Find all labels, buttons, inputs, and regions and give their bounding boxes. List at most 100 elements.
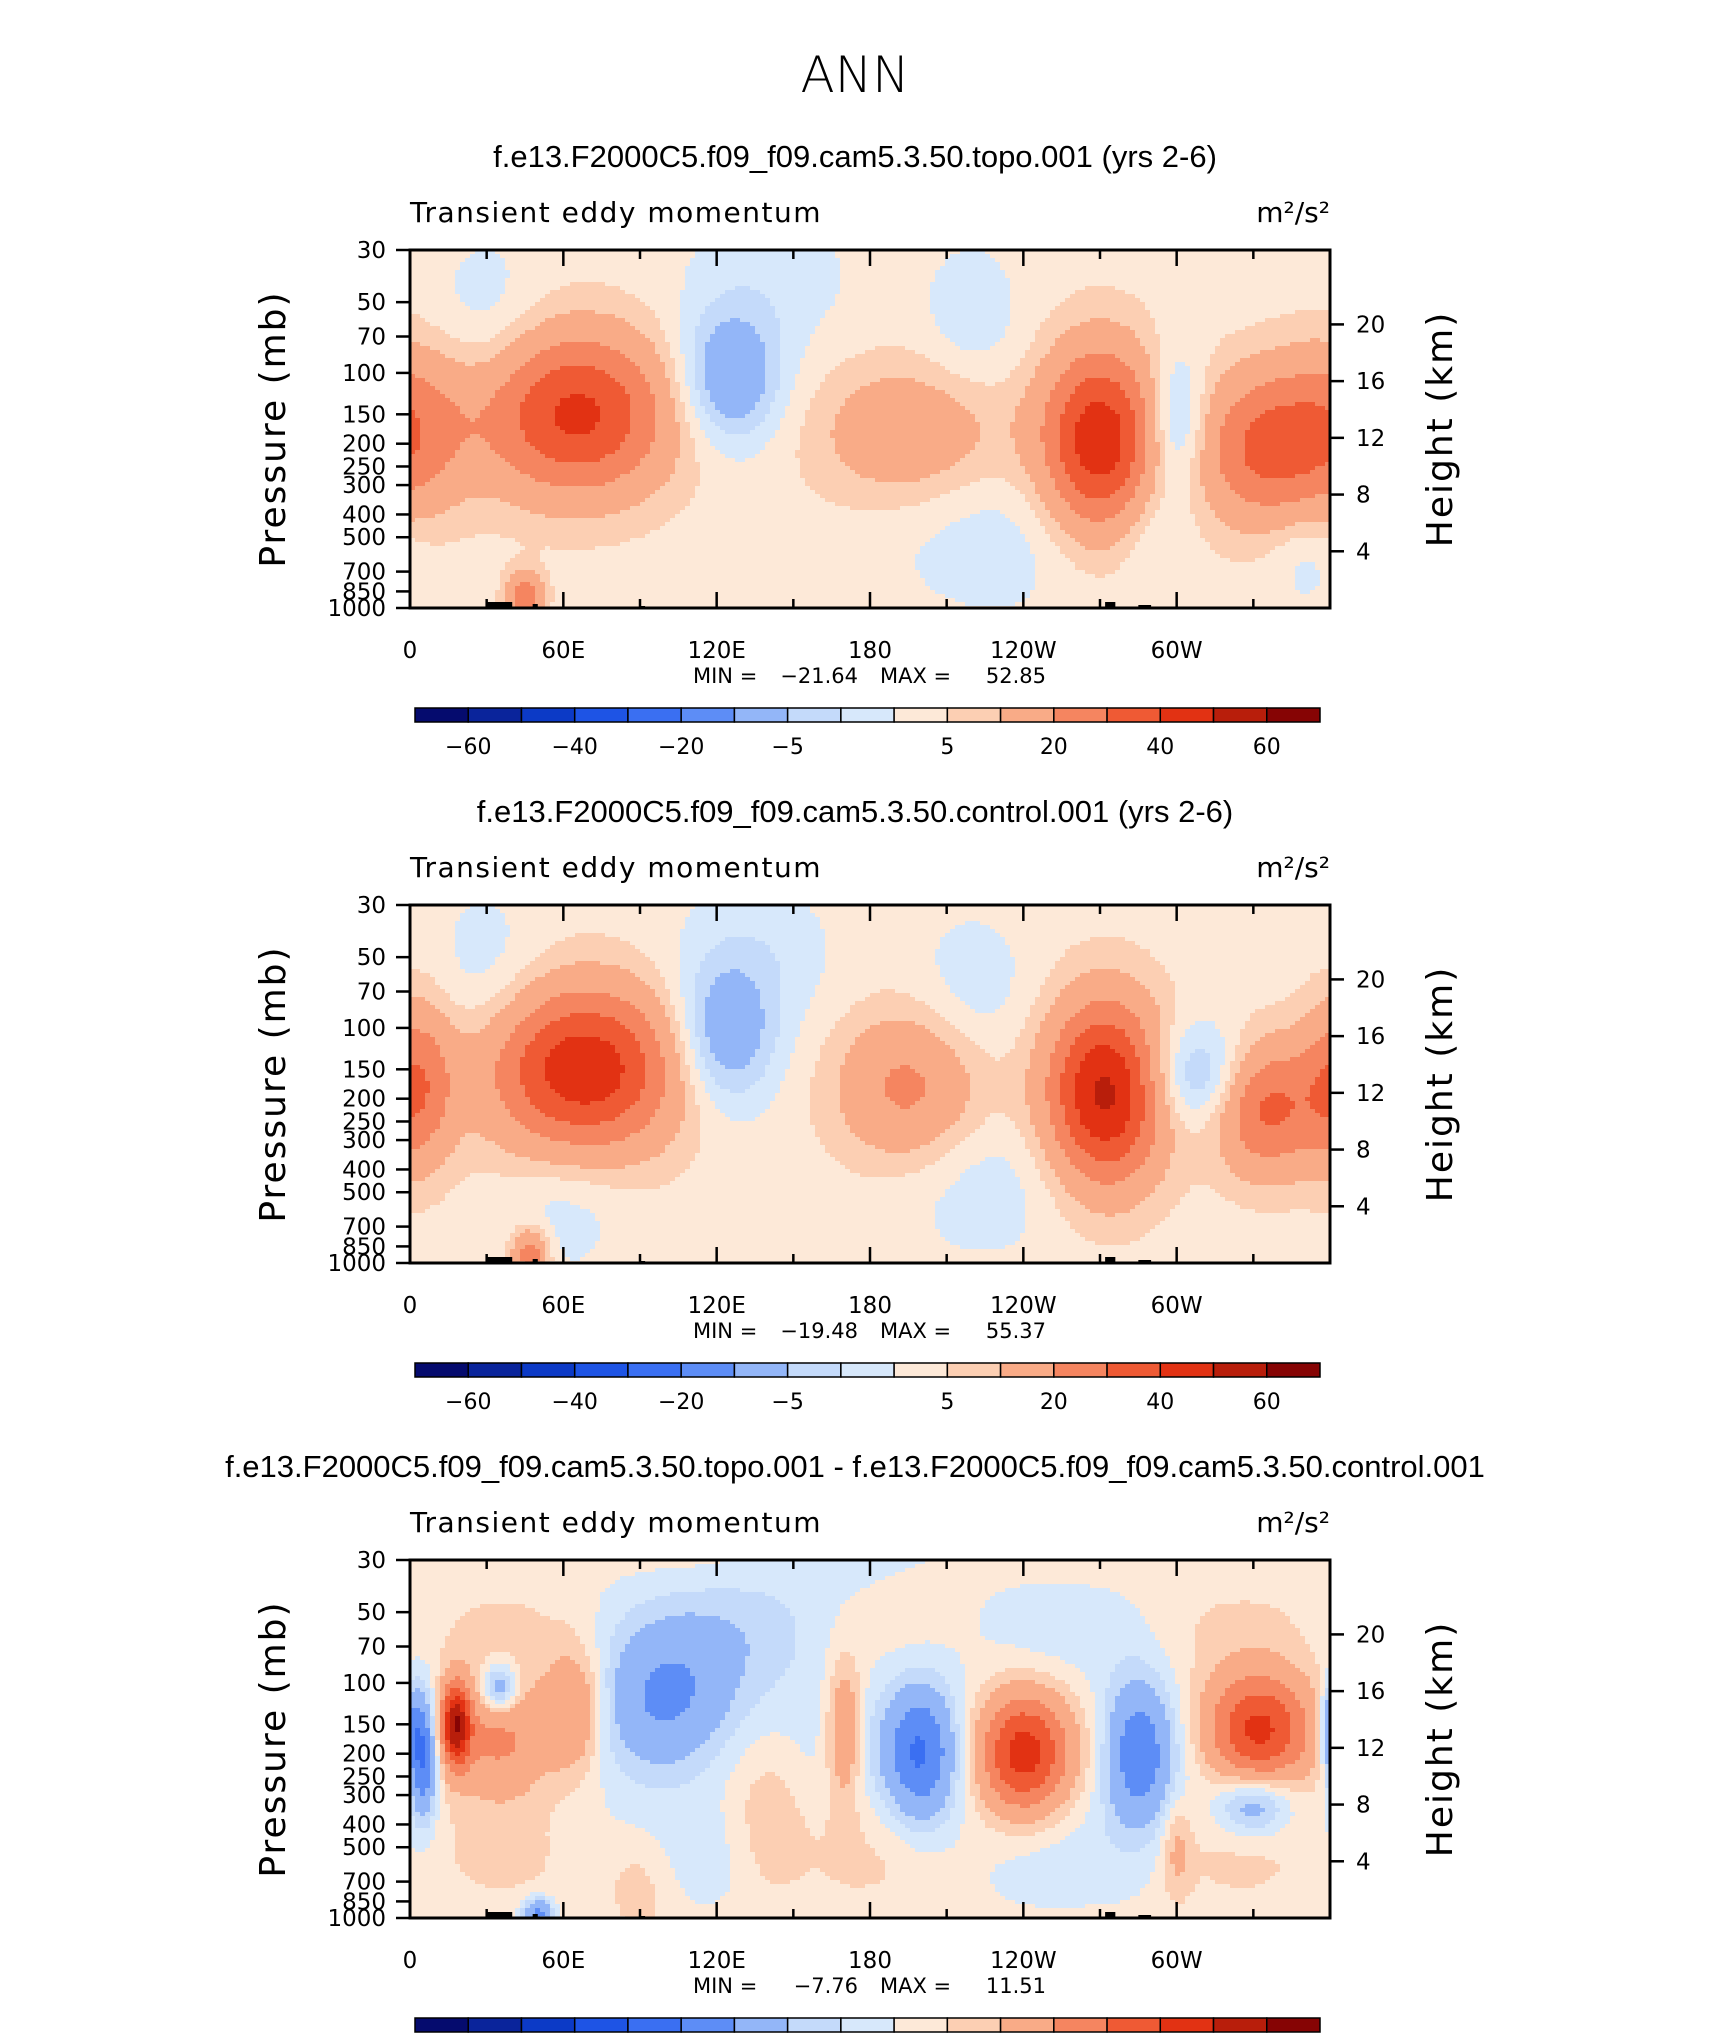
field-cell xyxy=(695,1033,705,1038)
field-cell xyxy=(510,933,575,938)
field-cell xyxy=(1065,1696,1080,1701)
field-cell xyxy=(560,342,600,347)
chart-panel-3: 3050701001502002503004005007008501000201… xyxy=(225,1449,1485,2033)
field-cell xyxy=(1015,1037,1035,1042)
field-cell xyxy=(520,406,555,411)
field-cell xyxy=(1325,1700,1330,1705)
field-cell xyxy=(1285,1708,1305,1713)
field-cell xyxy=(945,933,1000,938)
field-cell xyxy=(880,1736,895,1741)
field-cell xyxy=(960,402,1020,407)
field-cell xyxy=(1170,1161,1225,1166)
field-cell xyxy=(960,1117,985,1122)
field-cell xyxy=(660,358,675,363)
field-cell xyxy=(700,426,720,431)
field-cell xyxy=(630,426,655,431)
field-cell xyxy=(680,434,690,439)
field-cell xyxy=(1125,1005,1160,1010)
field-cell xyxy=(495,1081,520,1086)
field-cell xyxy=(780,1029,800,1034)
field-cell xyxy=(1135,1053,1150,1058)
field-cell xyxy=(1175,1021,1195,1026)
field-cell xyxy=(450,1724,455,1729)
field-cell xyxy=(665,1005,675,1010)
field-cell xyxy=(1125,1177,1165,1182)
field-cell xyxy=(940,1736,955,1741)
field-cell xyxy=(675,1177,960,1182)
field-cell xyxy=(925,1640,930,1645)
field-cell xyxy=(630,1640,745,1645)
field-cell xyxy=(780,366,800,371)
field-cell xyxy=(1310,1684,1320,1689)
field-cell xyxy=(1185,1724,1190,1729)
field-cell xyxy=(645,1017,670,1022)
field-cell xyxy=(705,1065,725,1070)
field-cell xyxy=(950,1720,955,1725)
field-cell xyxy=(1315,1696,1320,1701)
field-cell xyxy=(1295,1181,1330,1186)
field-cell xyxy=(1035,562,1075,567)
field-cell xyxy=(935,278,1010,283)
field-cell xyxy=(550,574,920,579)
field-cell xyxy=(690,1704,730,1709)
field-cell xyxy=(675,1037,680,1042)
field-cell xyxy=(1155,318,1265,323)
ylabel-right: Height (km) xyxy=(1420,966,1461,1202)
field-cell xyxy=(770,1057,790,1062)
field-cell xyxy=(1215,1021,1245,1026)
field-cell xyxy=(610,1041,640,1046)
field-cell xyxy=(620,442,650,447)
field-cell xyxy=(1170,1700,1180,1705)
field-cell xyxy=(1315,1708,1320,1713)
field-cell xyxy=(1165,466,1190,471)
field-cell xyxy=(835,366,945,371)
field-cell xyxy=(550,570,920,575)
field-cell xyxy=(690,1668,745,1673)
field-cell xyxy=(1170,1033,1185,1038)
field-cell xyxy=(1045,318,1090,323)
field-cell xyxy=(495,394,525,399)
field-cell xyxy=(1190,502,1210,507)
field-cell xyxy=(1160,394,1170,399)
field-cell xyxy=(1040,1177,1060,1182)
field-cell xyxy=(695,254,835,259)
field-cell xyxy=(745,414,765,419)
field-cell xyxy=(835,1688,850,1693)
field-cell xyxy=(410,474,435,479)
field-cell xyxy=(655,490,695,495)
field-cell xyxy=(835,422,980,427)
field-cell xyxy=(845,1057,960,1062)
field-cell xyxy=(820,1724,825,1729)
field-cell xyxy=(1225,418,1255,423)
field-cell xyxy=(1155,1121,1170,1126)
field-cell xyxy=(1190,506,1210,511)
field-cell xyxy=(685,414,695,419)
field-cell xyxy=(1085,1125,1125,1130)
field-cell xyxy=(425,1073,450,1078)
field-cell xyxy=(440,1049,500,1054)
field-cell xyxy=(495,302,535,307)
field-cell xyxy=(410,278,455,283)
field-cell xyxy=(410,1560,720,1565)
field-cell xyxy=(890,1700,945,1705)
field-cell xyxy=(945,1153,1030,1158)
field-cell xyxy=(1080,1732,1090,1737)
field-cell xyxy=(895,1728,940,1733)
field-cell xyxy=(945,1700,955,1705)
field-cell xyxy=(660,1664,685,1669)
colorbar-tick: −20 xyxy=(658,1390,704,1415)
field-cell xyxy=(865,1708,875,1713)
field-cell xyxy=(655,414,675,419)
field-cell xyxy=(775,957,825,962)
field-cell xyxy=(705,1005,760,1010)
field-cell xyxy=(1140,534,1200,539)
field-cell xyxy=(1055,1133,1070,1138)
field-cell xyxy=(445,1097,500,1102)
field-cell xyxy=(1225,1105,1240,1110)
field-cell xyxy=(1140,1017,1160,1022)
field-cell xyxy=(430,1133,465,1138)
field-cell xyxy=(1315,1109,1330,1114)
field-cell xyxy=(985,1604,1135,1609)
field-cell xyxy=(1190,1700,1200,1705)
field-cell xyxy=(1325,1688,1330,1693)
